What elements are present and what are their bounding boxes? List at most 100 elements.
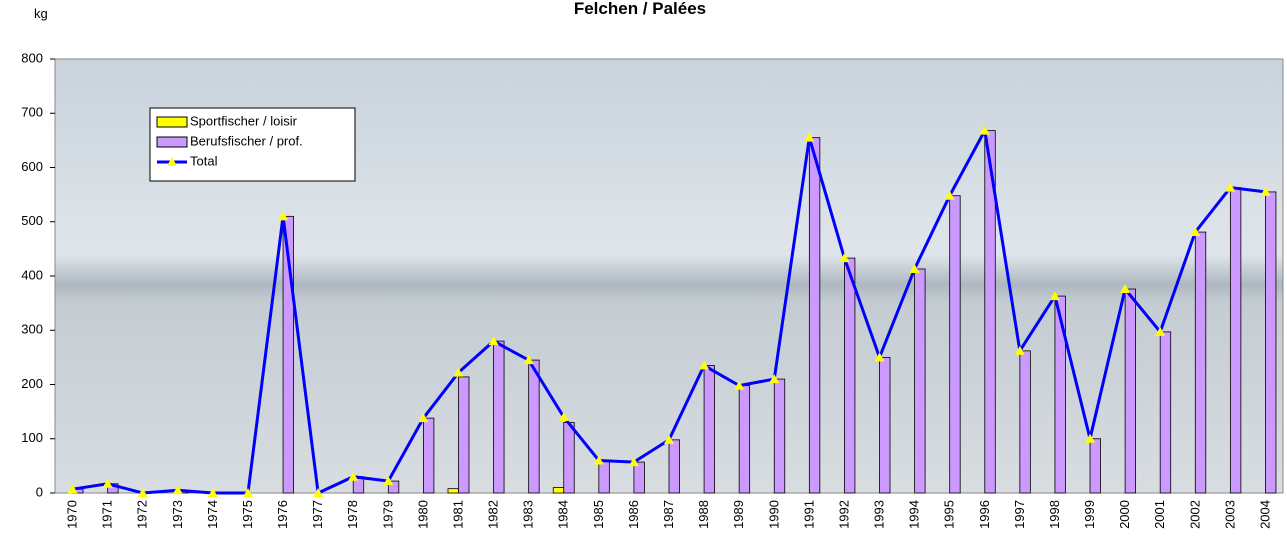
bar	[1265, 191, 1277, 494]
marker	[102, 478, 113, 488]
bar	[1054, 295, 1066, 494]
legend: Sportfischer / loisir Berufsfischer / pro…	[149, 107, 356, 182]
bar	[528, 359, 540, 494]
x-tick-label: 1974	[205, 500, 220, 529]
y-tick-label: 200	[21, 376, 43, 391]
marker	[313, 488, 324, 497]
marker	[664, 434, 674, 444]
y-tick-label: 700	[21, 105, 43, 120]
x-tick-label: 1999	[1082, 500, 1097, 529]
x-tick-label: 2001	[1152, 500, 1167, 529]
x-tick-label: 2004	[1257, 500, 1272, 529]
x-tick-label: 1985	[591, 500, 606, 529]
marker	[172, 485, 183, 495]
x-tick-label: 1971	[100, 500, 115, 529]
marker	[909, 263, 920, 273]
legend-swatch	[156, 116, 188, 128]
bar	[633, 461, 645, 494]
marker	[418, 413, 429, 423]
marker	[1225, 182, 1236, 192]
x-tick-label: 2002	[1187, 500, 1202, 529]
marker	[278, 211, 289, 221]
marker	[453, 367, 464, 377]
x-tick-label: 1992	[836, 500, 851, 529]
x-tick-label: 1991	[801, 500, 816, 529]
marker	[137, 488, 148, 497]
x-tick-label: 1982	[486, 500, 501, 529]
bar	[844, 257, 856, 494]
marker	[488, 336, 499, 346]
legend-swatch	[156, 136, 188, 148]
bar	[1124, 288, 1137, 494]
marker	[804, 132, 815, 142]
x-tick-label: 1976	[275, 500, 290, 529]
bar	[458, 376, 470, 494]
x-tick-label: 1975	[240, 500, 255, 529]
legend-label: Berufsfischer / prof.	[190, 133, 303, 148]
marker	[944, 190, 955, 200]
bar	[493, 340, 505, 494]
y-tick-label: 800	[21, 50, 43, 65]
legend-label: Sportfischer / loisir	[190, 113, 298, 128]
x-tick-label: 2000	[1117, 500, 1132, 529]
marker	[734, 380, 745, 390]
marker	[348, 471, 359, 481]
bar	[914, 268, 926, 494]
legend-label: Total	[190, 153, 218, 168]
bar	[598, 460, 610, 494]
marker	[874, 352, 885, 362]
marker	[1120, 284, 1131, 294]
bar	[773, 378, 786, 494]
marker	[839, 253, 850, 263]
y-tick-label: 400	[21, 267, 43, 282]
x-tick-label: 1990	[766, 500, 781, 529]
marker	[558, 412, 569, 422]
y-axis-label: kg	[34, 6, 48, 21]
x-tick-label: 1983	[521, 500, 536, 529]
bar	[738, 385, 751, 494]
bar	[282, 215, 294, 494]
marker	[769, 374, 780, 384]
marker	[1190, 227, 1201, 237]
marker	[1014, 345, 1025, 355]
bar	[808, 137, 821, 494]
x-tick-label: 1993	[872, 500, 887, 529]
x-tick-label: 1995	[942, 500, 957, 529]
bar	[1159, 331, 1172, 494]
chart-title: Felchen / Palées	[574, 0, 706, 18]
x-tick-label: 1979	[380, 500, 395, 529]
x-tick-label: 1987	[661, 500, 676, 529]
x-tick-label: 1994	[907, 500, 922, 529]
marker	[593, 455, 604, 465]
bar	[1089, 438, 1101, 494]
x-tick-label: 1997	[1012, 500, 1027, 529]
marker	[207, 488, 218, 497]
bar	[1194, 231, 1207, 494]
x-tick-label: 1978	[345, 500, 360, 529]
x-tick-label: 1996	[977, 500, 992, 529]
x-tick-label: 1998	[1047, 500, 1062, 529]
bar	[387, 480, 400, 494]
x-tick-label: 1981	[450, 500, 465, 529]
marker	[1260, 186, 1271, 196]
x-tick-label: 1977	[310, 500, 325, 529]
y-tick-label: 500	[21, 213, 43, 228]
bar	[422, 417, 435, 494]
marker	[979, 125, 990, 135]
x-tick-label: 1988	[696, 500, 711, 529]
bar	[552, 487, 565, 494]
y-tick-label: 600	[21, 159, 43, 174]
marker	[1049, 291, 1060, 301]
x-tick-label: 1986	[626, 500, 641, 529]
x-tick-label: 1973	[170, 500, 185, 529]
marker	[699, 360, 710, 370]
marker	[1155, 326, 1166, 336]
x-tick-label: 1984	[556, 500, 571, 529]
y-tick-label: 0	[36, 484, 43, 499]
bar	[703, 365, 715, 494]
x-tick-label: 1970	[65, 500, 80, 529]
x-tick-label: 2003	[1222, 500, 1237, 529]
x-tick-label: 1972	[135, 500, 150, 529]
marker	[383, 476, 394, 486]
